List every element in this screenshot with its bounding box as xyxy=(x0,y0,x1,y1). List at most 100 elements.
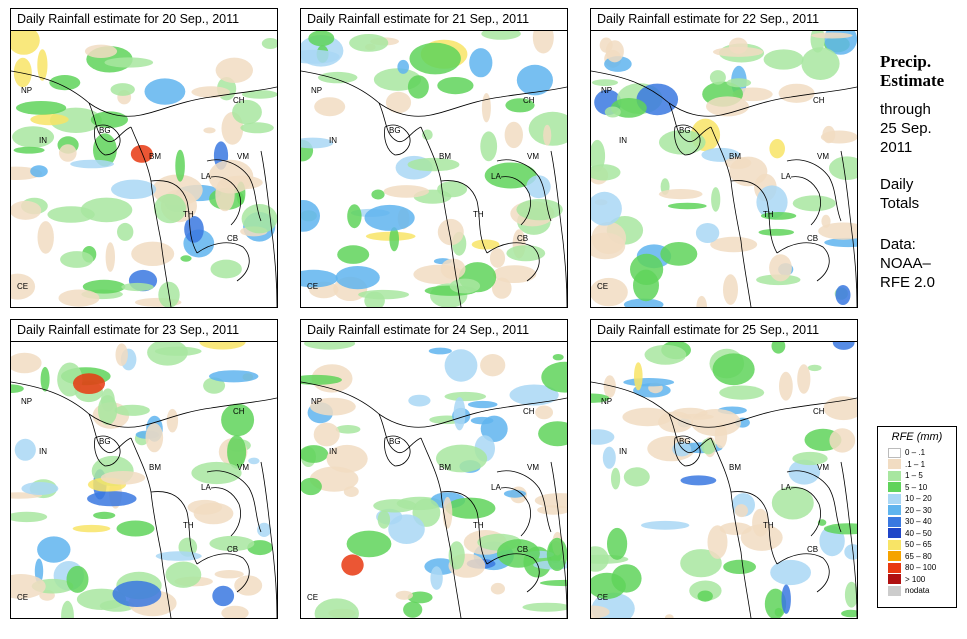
country-border xyxy=(486,242,540,282)
rainfall-patch xyxy=(346,530,392,558)
country-border xyxy=(776,553,830,593)
rainfall-patch xyxy=(60,251,94,268)
country-border xyxy=(790,176,821,226)
rainfall-patch xyxy=(492,277,512,299)
rainfall-patch xyxy=(732,87,773,102)
rainfall-patch xyxy=(191,86,230,98)
legend-label: 0 – .1 xyxy=(905,448,926,458)
country-border xyxy=(500,176,531,226)
rainfall-patch xyxy=(623,467,650,487)
country-border xyxy=(11,70,277,117)
legend-label: 50 – 65 xyxy=(905,540,932,550)
rainfall-patch xyxy=(538,421,567,447)
rainfall-patch xyxy=(644,344,687,365)
legend-item: 50 – 65 xyxy=(878,539,956,551)
rainfall-patch xyxy=(841,609,857,618)
rainfall-patch xyxy=(180,255,192,262)
rainfall-patch xyxy=(758,228,795,236)
rainfall-patch xyxy=(403,601,423,618)
map-panel-22-sep: Daily Rainfall estimate for 22 Sep., 201… xyxy=(590,8,858,308)
legend-swatch xyxy=(888,574,901,585)
legend-label: nodata xyxy=(905,586,930,596)
rainfall-patch xyxy=(16,101,67,115)
country-label: LA xyxy=(491,483,501,492)
country-label: CE xyxy=(597,593,608,602)
rainfall-patch xyxy=(210,259,242,279)
rainfall-patch xyxy=(13,146,45,154)
rainfall-patch xyxy=(471,239,500,250)
rainfall-patch xyxy=(301,269,338,288)
country-label: NP xyxy=(601,86,612,95)
country-border xyxy=(486,553,540,593)
rainfall-patch xyxy=(11,511,48,523)
rainfall-patch xyxy=(30,113,69,126)
legend-swatch xyxy=(888,551,901,562)
country-label: CH xyxy=(813,407,825,416)
rainfall-patch xyxy=(710,236,758,253)
rainfall-patch xyxy=(603,375,616,398)
legend-swatch xyxy=(888,470,901,481)
rainfall-patch xyxy=(659,130,706,155)
legend-item: 80 – 100 xyxy=(878,562,956,574)
rainfall-patch xyxy=(484,162,537,189)
country-border xyxy=(840,150,857,307)
rainfall-patch xyxy=(341,554,364,576)
rainfall-patch xyxy=(212,585,235,607)
rainfall-patch xyxy=(611,467,621,490)
rainfall-patch xyxy=(591,572,626,599)
legend-label: 20 – 30 xyxy=(905,505,932,515)
side-title-line1: Precip. xyxy=(880,52,932,71)
rainfall-patch xyxy=(115,343,128,366)
legend-label: 40 – 50 xyxy=(905,528,932,538)
rainfall-patch xyxy=(193,502,234,525)
rainfall-patch xyxy=(602,446,616,469)
rainfall-patch xyxy=(241,90,277,99)
map-panel-20-sep: Daily Rainfall estimate for 20 Sep., 201… xyxy=(10,8,278,308)
country-border xyxy=(378,102,422,143)
rainfall-patch xyxy=(49,107,102,133)
rainfall-patch xyxy=(779,371,793,401)
rainfall-patch xyxy=(116,520,155,537)
rainfall-patch xyxy=(591,221,627,255)
rainfall-patch xyxy=(449,278,481,294)
panel-title: Daily Rainfall estimate for 21 Sep., 201… xyxy=(301,9,567,31)
rainfall-patch xyxy=(535,405,553,420)
legend-item: 10 – 20 xyxy=(878,493,956,505)
country-label: CE xyxy=(307,593,318,602)
rainfall-patch xyxy=(740,524,783,551)
rainfall-patch xyxy=(636,83,679,116)
rainfall-patch xyxy=(591,605,610,618)
rainfall-patch xyxy=(11,31,40,55)
legend-label: 10 – 20 xyxy=(905,494,932,504)
legend-item: nodata xyxy=(878,585,956,597)
country-border xyxy=(496,159,552,222)
rainfall-patch xyxy=(14,438,36,461)
rainfall-patch xyxy=(696,295,707,307)
rainfall-patch xyxy=(314,97,346,117)
legend-swatch xyxy=(888,528,901,539)
country-border xyxy=(260,150,277,307)
rainfall-patch xyxy=(522,602,567,612)
panel-title: Daily Rainfall estimate for 25 Sep., 201… xyxy=(591,320,857,342)
rainfall-patch xyxy=(37,49,48,81)
rainfall-patch xyxy=(769,139,785,159)
rainfall-patch xyxy=(209,535,255,552)
rainfall-patch xyxy=(166,408,179,433)
rainfall-patch xyxy=(144,78,186,105)
rainfall-patch xyxy=(428,347,452,355)
rainfall-patch xyxy=(100,471,146,485)
rainfall-patch xyxy=(697,590,713,602)
country-border xyxy=(301,381,567,428)
country-label: NP xyxy=(21,397,32,406)
legend-item: 65 – 80 xyxy=(878,551,956,563)
country-border xyxy=(260,461,277,618)
rainfall-patch xyxy=(835,285,851,305)
legend-label: 5 – 10 xyxy=(905,482,928,492)
country-label: CE xyxy=(307,282,318,291)
rainfall-patch xyxy=(407,75,429,99)
rainfall-patch xyxy=(422,129,433,141)
rainfall-patch xyxy=(607,527,628,560)
rainfall-patch xyxy=(131,241,175,266)
country-border xyxy=(206,159,262,222)
